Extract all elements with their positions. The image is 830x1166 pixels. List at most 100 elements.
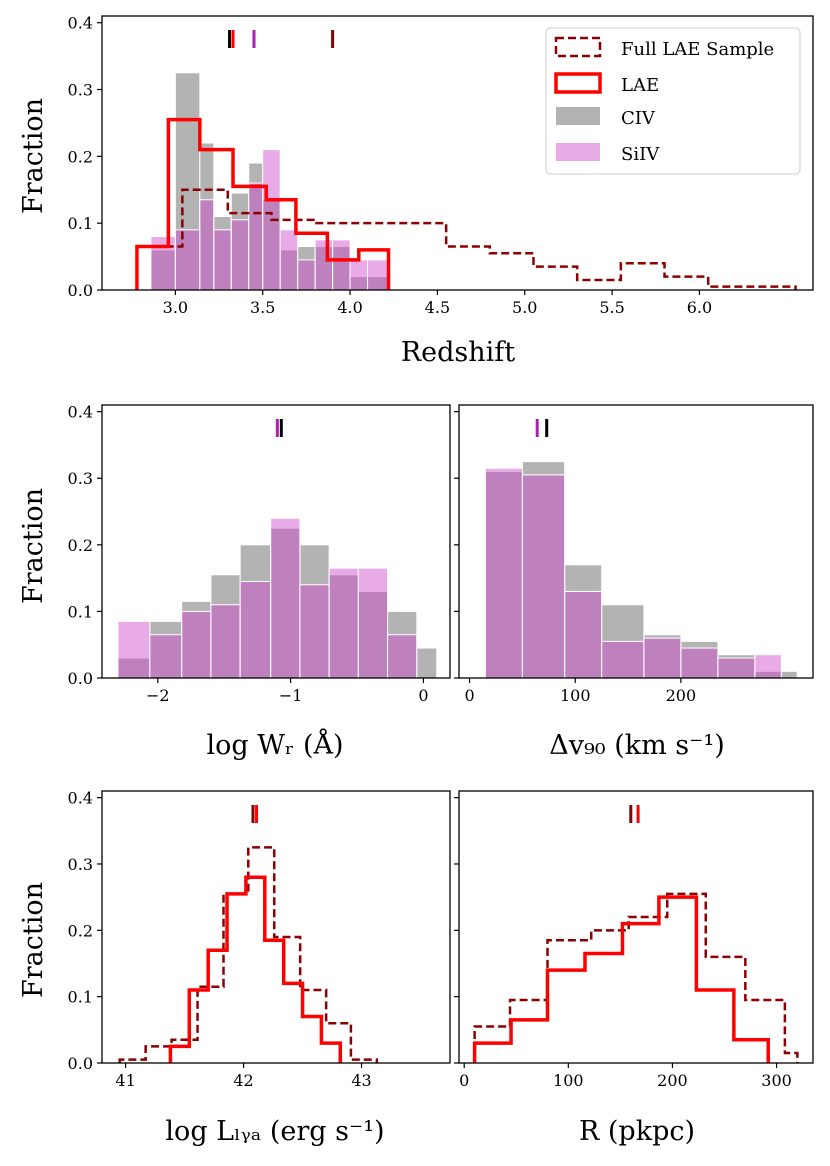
wr-y-tick-label-4: 0.4: [68, 403, 93, 422]
redshift-y-tick-label-0: 0.0: [68, 281, 93, 300]
x-axis-label-radius: R (pkpc): [579, 1116, 695, 1147]
legend: Full LAE Sample LAE CIV SiIV: [545, 27, 801, 175]
redshift-siiv-bar-7: [279, 229, 299, 291]
lya-step-lae: [168, 875, 343, 1063]
panel-dv90: 0 100 200: [454, 404, 814, 705]
redshift-x-tick-label-5: 5.5: [599, 298, 624, 317]
dv90-x-tick-label-2: 200: [666, 686, 697, 705]
legend-label-full-lae: Full LAE Sample: [621, 39, 774, 60]
wr-y-tick-label-3: 0.3: [68, 469, 93, 488]
R-x-tick-label-1: 100: [553, 1071, 584, 1090]
dv90-siiv-bar-2: [564, 590, 603, 679]
redshift-siiv-bar-4: [230, 219, 250, 291]
x-axis-label-log-wr: log Wᵣ (Å): [206, 728, 343, 761]
wr-x-tick-label-2: 0: [418, 686, 428, 705]
redshift-siiv-bar-10: [332, 239, 351, 291]
redshift-siiv-bar-8: [297, 259, 316, 291]
wr-y-tick-label-1: 0.1: [68, 602, 93, 621]
redshift-siiv-bar-12: [367, 259, 389, 291]
R-x-tick-label-2: 200: [657, 1071, 688, 1090]
wr-siiv-bar-5: [270, 517, 301, 679]
redshift-y-tick-label-1: 0.1: [68, 214, 93, 233]
legend-swatch-civ: [556, 107, 600, 125]
R-step-full-lae-sample: [473, 892, 799, 1063]
legend-swatch-full-lae: [554, 36, 602, 58]
panel-log-llya: 41 42 43 0.0 0.1 0.2 0.3 0.4: [68, 789, 451, 1090]
panel-log-wr: −2 −1 0 0.0 0.1 0.2 0.3 0.4: [68, 403, 451, 705]
dv90-siiv-bar-1: [521, 474, 566, 679]
lya-axes-frame: [101, 790, 451, 1064]
legend-label-lae: LAE: [621, 75, 659, 96]
wr-siiv-bar-8: [357, 567, 389, 679]
wr-siiv-bar-0: [117, 620, 151, 679]
y-axis-label-middle: Fraction: [18, 488, 49, 604]
wr-siiv-bar-4: [239, 580, 272, 679]
panel-radius: 0 100 200 300: [454, 790, 814, 1090]
dv90-civ-bar-5: [680, 640, 719, 679]
wr-siiv-bar-3: [210, 604, 241, 679]
R-axes-frame: [458, 790, 814, 1064]
wr-siiv-bar-1: [149, 634, 183, 679]
dv90-axes-frame: [458, 404, 814, 679]
x-axis-label-dv90: Δv₉₀ (km s⁻¹): [549, 730, 725, 761]
wr-axes-frame: [101, 404, 451, 679]
lya-x-tick-label-0: 41: [115, 1071, 135, 1090]
redshift-siiv-bar-11: [349, 259, 369, 291]
wr-siiv-bar-7: [328, 567, 359, 679]
legend-frame: [545, 27, 801, 175]
wr-siiv-bar-2: [181, 610, 212, 679]
redshift-x-tick-label-4: 5.0: [512, 298, 537, 317]
legend-swatch-lae: [554, 72, 602, 94]
wr-civ-bar-10: [416, 647, 438, 679]
lya-y-tick-label-1: 0.1: [68, 988, 93, 1007]
wr-y-tick-label-2: 0.2: [68, 536, 93, 555]
dv90-siiv-bar-4: [643, 637, 682, 679]
dv90-siiv-bar-6: [717, 657, 756, 679]
redshift-x-tick-label-1: 3.5: [250, 298, 275, 317]
redshift-siiv-bar-0: [150, 236, 176, 291]
wr-y-tick-label-0: 0.0: [68, 669, 93, 688]
redshift-siiv-bar-5: [248, 182, 264, 291]
redshift-y-tick-label-4: 0.4: [68, 14, 93, 33]
dv90-siiv-bar-0: [484, 467, 523, 679]
redshift-step-lae: [135, 117, 391, 290]
lya-x-tick-label-1: 42: [233, 1071, 253, 1090]
redshift-x-tick-label-6: 6.0: [687, 298, 712, 317]
lya-x-tick-label-2: 43: [351, 1071, 371, 1090]
lya-step-full-lae-sample: [118, 846, 379, 1063]
wr-civ-bar-6: [299, 544, 330, 679]
redshift-axes-frame: [101, 15, 814, 291]
redshift-siiv-bar-1: [174, 229, 201, 291]
dv90-siiv-bar-7: [754, 654, 782, 679]
legend-swatch-siiv: [556, 143, 600, 161]
y-axis-label-top: Fraction: [18, 98, 49, 214]
dv90-x-tick-label-0: 0: [464, 686, 474, 705]
redshift-x-tick-label-0: 3.0: [163, 298, 188, 317]
wr-civ-bar-5: [270, 527, 301, 679]
redshift-siiv-bar-9: [314, 239, 334, 291]
x-axis-label-log-llya: log Lₗᵧₐ (erg s⁻¹): [165, 1116, 384, 1147]
lya-y-tick-label-0: 0.0: [68, 1054, 93, 1073]
lya-y-tick-label-2: 0.2: [68, 921, 93, 940]
redshift-civ-bar-1: [174, 72, 201, 291]
lya-y-tick-label-3: 0.3: [68, 855, 93, 874]
panel-redshift: 3.0 3.5 4.0 4.5 5.0 5.5 6.0 0.0 0.1 0.2 0.3 0.4: [68, 14, 814, 317]
x-axis-label-redshift: Redshift: [401, 337, 515, 368]
legend-label-civ: CIV: [621, 108, 656, 129]
redshift-y-tick-label-3: 0.3: [68, 81, 93, 100]
legend-label-siiv: SiIV: [621, 144, 660, 165]
redshift-x-tick-label-3: 4.5: [425, 298, 450, 317]
R-x-tick-label-0: 0: [459, 1071, 469, 1090]
y-axis-label-bottom: Fraction: [18, 882, 49, 998]
redshift-step-full-lae-sample: [135, 188, 797, 290]
dv90-civ-bar-1: [521, 461, 566, 679]
dv90-x-tick-label-1: 100: [560, 686, 591, 705]
wr-siiv-bar-6: [299, 584, 330, 679]
lya-y-tick-label-4: 0.4: [68, 789, 93, 808]
wr-siiv-bar-9: [387, 634, 418, 679]
redshift-siiv-bar-3: [213, 229, 232, 291]
dv90-civ-bar-0: [484, 471, 523, 679]
redshift-x-tick-label-2: 4.0: [337, 298, 362, 317]
wr-x-tick-label-1: −1: [279, 686, 303, 705]
R-x-tick-label-3: 300: [761, 1071, 792, 1090]
